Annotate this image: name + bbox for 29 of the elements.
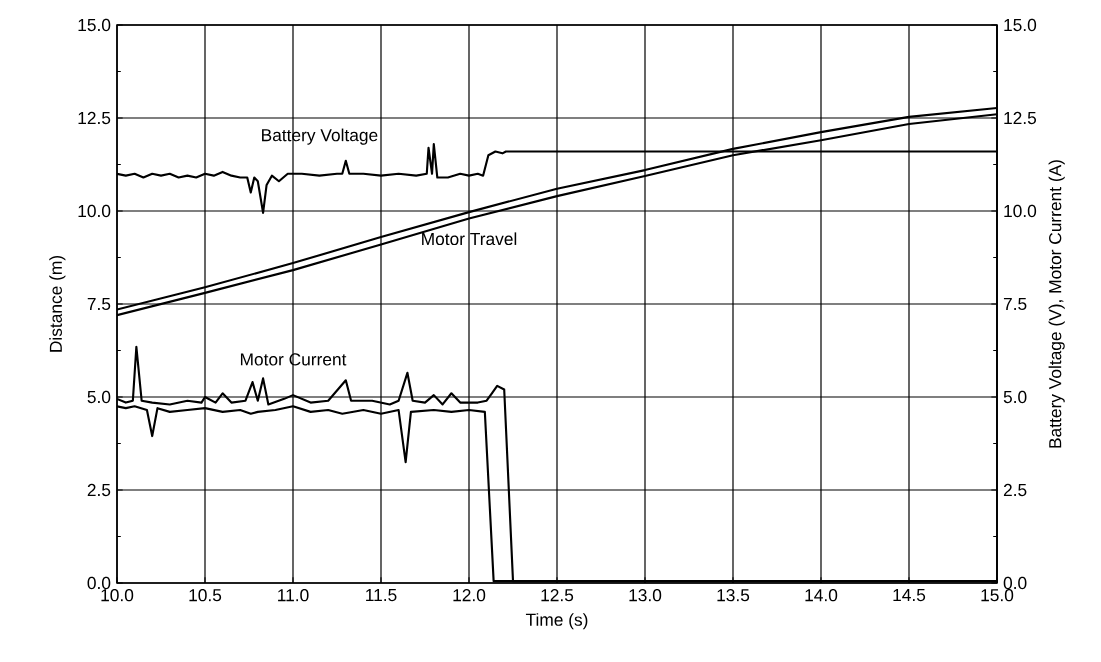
x-tick-label: 10.5	[189, 589, 222, 602]
x-tick-label: 11.0	[278, 589, 309, 602]
y-tick-label: 15.0	[78, 18, 111, 32]
y2-tick-label: 10.0	[1004, 204, 1037, 218]
x-tick-label: 10.0	[101, 589, 134, 602]
x-tick-label: 14.5	[893, 589, 926, 602]
y-axis-title: Distance (m)	[49, 255, 66, 352]
x-axis-title: Time (s)	[525, 613, 588, 630]
y-tick-label: 2.5	[87, 483, 111, 497]
y2-axis-title: Battery Voltage (V), Motor Current (A)	[1048, 160, 1065, 448]
x-tick-label: 13.5	[717, 589, 750, 602]
series-label: Motor Travel	[422, 232, 517, 246]
y-tick-label: 12.5	[78, 111, 111, 125]
y2-tick-label: 7.5	[1003, 297, 1027, 311]
y2-tick-label: 5.0	[1003, 390, 1027, 404]
x-tick-label: 15.0	[981, 589, 1014, 602]
y2-tick-label: 2.5	[1003, 483, 1027, 497]
x-tick-label: 11.5	[366, 589, 397, 602]
y-tick-label: 5.0	[87, 390, 111, 404]
y-tick-label: 7.5	[87, 297, 111, 311]
y2-tick-label: 15.0	[1004, 18, 1037, 32]
x-tick-label: 12.0	[453, 589, 486, 602]
y2-tick-label: 0.0	[1003, 576, 1027, 590]
y-tick-label: 10.0	[78, 204, 111, 218]
y-tick-label: 0.0	[87, 576, 111, 590]
x-tick-label: 12.5	[541, 589, 574, 602]
x-tick-label: 14.0	[805, 589, 838, 602]
y2-tick-label: 12.5	[1004, 111, 1037, 125]
x-tick-label: 13.0	[629, 589, 662, 602]
